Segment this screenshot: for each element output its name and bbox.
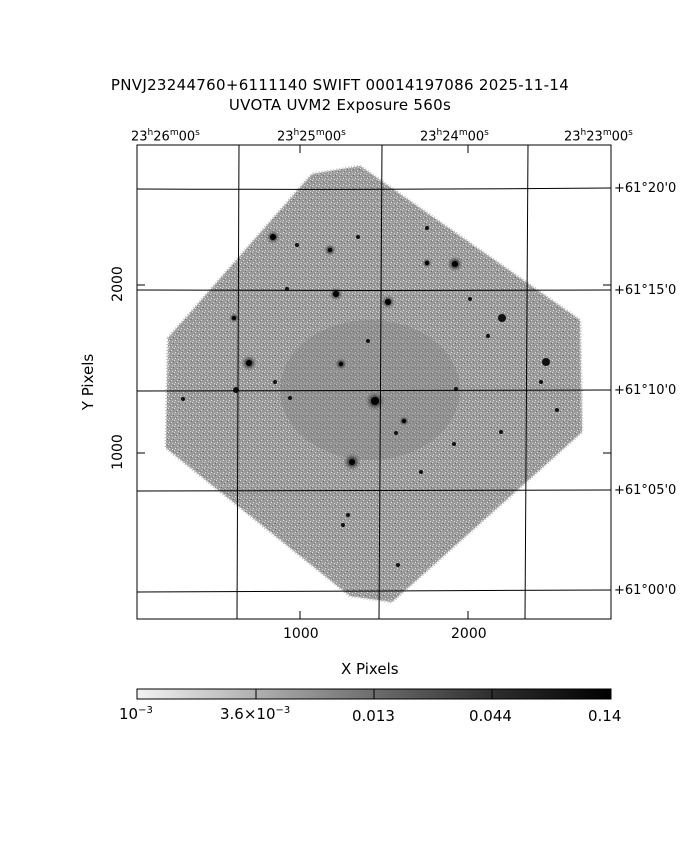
- y-axis-title: Y Pixels: [79, 353, 98, 411]
- colorbar-label: 0.14: [588, 707, 622, 725]
- image-title-line1: PNVJ23244760+6111140 SWIFT 00014197086 2…: [110, 76, 570, 94]
- dec-tick-label: +61°10'0: [614, 383, 677, 398]
- x-axis-title: X Pixels: [341, 660, 399, 678]
- dec-tick-label: +61°05'0: [614, 483, 677, 498]
- y-tick-label: 2000: [109, 266, 126, 302]
- exposure-region: [164, 164, 584, 604]
- ra-tick-label: 23h23m00s: [564, 128, 633, 145]
- colorbar-label: 3.6×10−3: [220, 705, 291, 723]
- ra-tick-label: 23h24m00s: [420, 128, 489, 145]
- colorbar-label: 0.013: [352, 707, 395, 725]
- dec-tick-label: +61°15'0: [614, 283, 677, 298]
- ra-tick-label: 23h26m00s: [131, 128, 200, 145]
- y-tick-label: 1000: [109, 434, 126, 470]
- colorbar: [136, 688, 612, 700]
- ra-tick-label: 23h25m00s: [277, 128, 346, 145]
- image-title-line2: UVOTA UVM2 Exposure 560s: [228, 96, 452, 114]
- pixel-ticks: [137, 145, 611, 619]
- colorbar-label: 0.044: [469, 707, 512, 725]
- dec-tick-label: +61°20'0: [614, 181, 677, 196]
- colorbar-label: 10−3: [119, 705, 153, 723]
- coordinate-grid: [136, 144, 612, 620]
- x-tick-label: 2000: [451, 626, 487, 642]
- stars: [181, 226, 559, 567]
- x-tick-label: 1000: [283, 626, 319, 642]
- plot-frame: [136, 144, 612, 620]
- dec-tick-label: +61°00'0: [614, 583, 677, 598]
